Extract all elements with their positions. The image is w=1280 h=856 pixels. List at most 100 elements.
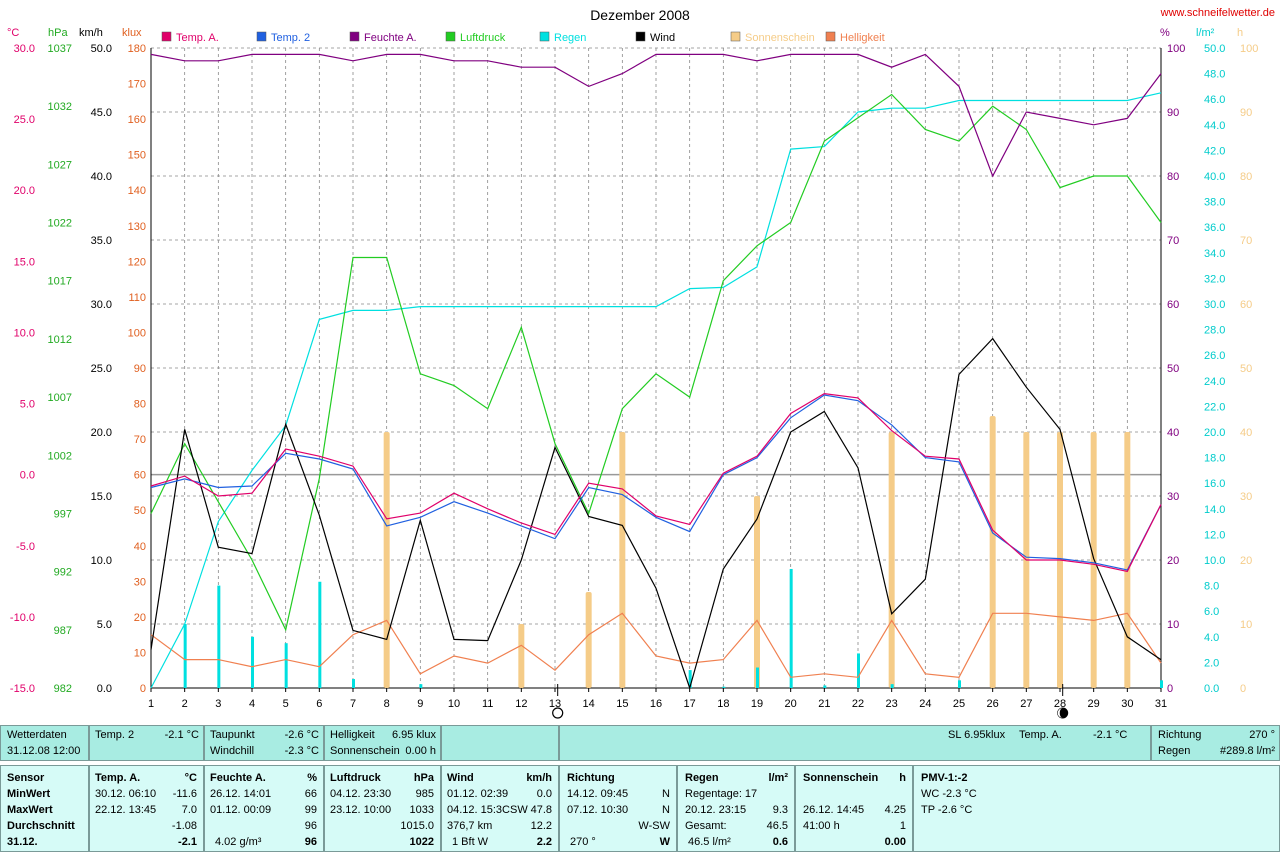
x-label-8: 8: [384, 698, 390, 710]
y-rain-17: 16.0: [1204, 478, 1225, 490]
sun-bar-23: [888, 432, 895, 688]
sun-bar-15: [619, 432, 626, 688]
y-sun-6: 40: [1240, 427, 1252, 439]
y-press-4: 1017: [48, 276, 72, 288]
y-press-3: 1022: [48, 218, 72, 230]
wind-beaufort: 1 Bft W: [452, 836, 489, 848]
x-label-23: 23: [886, 698, 898, 710]
y-hum-7: 30: [1167, 491, 1179, 503]
label-dewpoint: Taupunkt: [210, 729, 255, 741]
wind-min-time: 01.12. 02:39: [447, 788, 509, 800]
dir-b-time: 07.12. 10:30: [567, 804, 629, 816]
y-lux-11: 70: [134, 434, 146, 446]
x-label-17: 17: [684, 698, 696, 710]
axis-unit-1: hPa: [48, 27, 68, 39]
hum-current: 96: [304, 836, 317, 848]
y-rain-15: 20.0: [1204, 427, 1225, 439]
dewpoint-windchill: Taupunkt -2.6 °C Windchill -2.3 °C: [204, 725, 324, 761]
direction-stats: Richtung 14.12. 09:45 N 07.12. 10:30 N W…: [559, 765, 677, 852]
pmv-dewpoint: TP -2.6 °C: [921, 804, 973, 816]
value-temp2: -2.1 °C: [164, 729, 199, 741]
y-lux-5: 130: [128, 221, 146, 233]
x-label-27: 27: [1020, 698, 1032, 710]
rain-bar-19: [756, 667, 759, 688]
y-press-0: 1037: [48, 43, 72, 55]
legend-label-4: Luftdruck: [460, 32, 506, 44]
y-lux-7: 110: [128, 292, 146, 304]
y-rain-21: 8.0: [1204, 581, 1219, 593]
y-wind-8: 10.0: [91, 555, 112, 567]
x-label-16: 16: [650, 698, 662, 710]
row-labels: Sensor MinWert MaxWert Durchschnitt 31.1…: [0, 765, 89, 852]
press-min-time: 04.12. 23:30: [330, 788, 392, 800]
chart-title: Dezember 2008: [590, 7, 690, 23]
y-press-1: 1032: [48, 101, 72, 113]
rain-header: Regen: [685, 772, 719, 784]
x-label-12: 12: [515, 698, 527, 710]
y-sun-8: 20: [1240, 555, 1252, 567]
site-link: www.schneifelwetter.de: [1160, 7, 1275, 19]
station-info: Wetterdaten 31.12.08 12:00: [0, 725, 89, 761]
wind-max: 47.8: [530, 804, 552, 816]
y-wind-5: 25.0: [91, 363, 112, 375]
sun-current: 0.00: [884, 836, 906, 848]
y-rain-16: 18.0: [1204, 453, 1225, 465]
rain-bar-31: [1160, 680, 1163, 688]
y-hum-8: 20: [1167, 555, 1179, 567]
x-label-30: 30: [1121, 698, 1133, 710]
y-temp-4: 10.0: [14, 327, 35, 339]
rain-bar-2: [183, 624, 187, 688]
axis-unit-2: km/h: [79, 27, 103, 39]
press-max: 1033: [409, 804, 434, 816]
x-label-14: 14: [583, 698, 595, 710]
temp-min-time: 30.12. 06:10: [95, 788, 157, 800]
y-rain-19: 12.0: [1204, 529, 1225, 541]
hum-header: Feuchte A.: [210, 772, 266, 784]
sun-bar-19: [754, 496, 760, 688]
hum-max-time: 01.12. 00:09: [210, 804, 272, 816]
dir-a: N: [662, 788, 670, 800]
legend-swatch-5: [539, 31, 550, 42]
legend-swatch-4: [445, 31, 456, 42]
new-moon-crescent: [1057, 708, 1063, 718]
sun-total: 41:00 h: [803, 820, 840, 832]
y-sun-10: 0: [1240, 683, 1246, 695]
rain-stats: Regen l/m² Regentage: 17 20.12. 23:15 9.…: [677, 765, 795, 852]
rain-bar-3: [217, 585, 221, 688]
press-header: Luftdruck: [330, 772, 381, 784]
hum-max: 99: [304, 804, 317, 816]
legend-label-2: Temp. 2: [271, 32, 310, 44]
rain-bar-25: [958, 680, 961, 688]
y-temp-8: -10.0: [10, 612, 35, 624]
temp-unit: °C: [184, 772, 197, 784]
axis-unit-5: l/m²: [1196, 27, 1215, 39]
y-hum-1: 90: [1167, 107, 1179, 119]
temp-max: 7.0: [181, 804, 197, 816]
hum-min-time: 26.12. 14:01: [210, 788, 272, 800]
wind-current: 2.2: [536, 836, 552, 848]
y-sun-1: 90: [1240, 107, 1252, 119]
legend-label-1: Temp. A.: [176, 32, 219, 44]
legend-swatch-2: [256, 31, 267, 42]
dir-a-time: 14.12. 09:45: [567, 788, 629, 800]
label-windchill: Windchill: [210, 745, 255, 757]
y-rain-11: 28.0: [1204, 325, 1225, 337]
y-temp-0: 30.0: [14, 43, 35, 55]
y-sun-5: 50: [1240, 363, 1252, 375]
y-lux-3: 150: [128, 150, 146, 162]
press-max-time: 23.12. 10:00: [330, 804, 392, 816]
y-press-5: 1012: [48, 334, 72, 346]
y-rain-7: 36.0: [1204, 222, 1225, 234]
y-press-2: 1027: [48, 159, 72, 171]
y-sun-7: 30: [1240, 491, 1252, 503]
legend-label-3: Feuchte A.: [364, 32, 417, 44]
temp-min: -11.6: [172, 788, 197, 800]
dir-current: W: [659, 836, 670, 848]
y-sun-4: 60: [1240, 299, 1252, 311]
temp-stats: Temp. A. °C 30.12. 06:10 -11.6 22.12. 13…: [89, 765, 204, 852]
rain-bar-20: [789, 568, 793, 688]
rain-bar-5: [284, 643, 288, 688]
y-sun-3: 70: [1240, 235, 1252, 247]
rain-bar-18: [722, 686, 726, 688]
y-rain-24: 2.0: [1204, 657, 1219, 669]
